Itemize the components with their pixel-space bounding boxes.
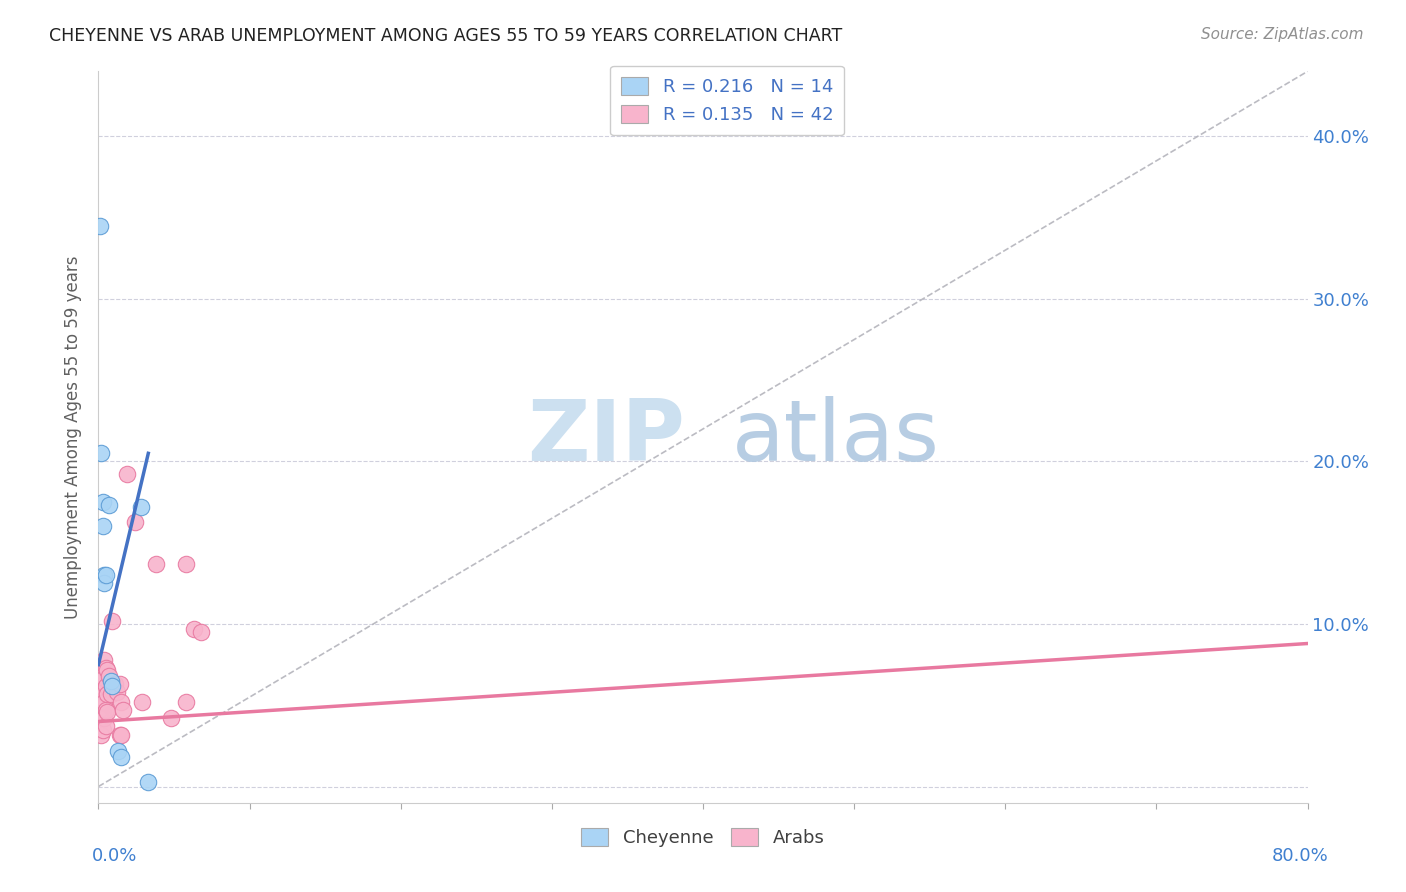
Point <box>96 705 118 719</box>
Legend: Cheyenne, Arabs: Cheyenne, Arabs <box>572 819 834 856</box>
Point <box>96 663 118 677</box>
Point <box>89 679 111 693</box>
Point <box>90 446 112 460</box>
Point <box>94 719 117 733</box>
Point <box>94 661 117 675</box>
Point <box>94 568 117 582</box>
Text: atlas: atlas <box>733 395 941 479</box>
Point <box>115 467 138 482</box>
Point <box>101 679 124 693</box>
Point <box>104 677 127 691</box>
Point <box>105 685 128 699</box>
Point <box>174 695 197 709</box>
Point <box>91 723 114 737</box>
Point <box>89 690 111 705</box>
Point <box>93 671 115 685</box>
Point <box>100 687 122 701</box>
Text: ZIP: ZIP <box>527 395 685 479</box>
Text: CHEYENNE VS ARAB UNEMPLOYMENT AMONG AGES 55 TO 59 YEARS CORRELATION CHART: CHEYENNE VS ARAB UNEMPLOYMENT AMONG AGES… <box>49 27 842 45</box>
Point <box>91 685 114 699</box>
Point <box>94 679 117 693</box>
Point <box>100 673 122 688</box>
Point <box>93 576 115 591</box>
Point <box>107 744 129 758</box>
Point <box>94 703 117 717</box>
Point <box>108 677 131 691</box>
Point <box>174 557 197 571</box>
Point <box>136 774 159 789</box>
Point <box>129 500 152 514</box>
Point <box>93 695 115 709</box>
Point <box>90 679 112 693</box>
Point <box>160 711 183 725</box>
Point <box>93 568 115 582</box>
Point <box>90 727 112 741</box>
Point <box>124 515 146 529</box>
Point <box>110 727 132 741</box>
Point <box>98 669 121 683</box>
Text: 80.0%: 80.0% <box>1272 847 1329 865</box>
Text: 0.0%: 0.0% <box>91 847 136 865</box>
Point <box>108 727 131 741</box>
Point <box>91 705 114 719</box>
Point <box>89 219 111 233</box>
Point <box>98 499 121 513</box>
Point <box>101 614 124 628</box>
Point <box>89 701 111 715</box>
Point <box>91 519 114 533</box>
Y-axis label: Unemployment Among Ages 55 to 59 years: Unemployment Among Ages 55 to 59 years <box>65 255 83 619</box>
Point <box>91 495 114 509</box>
Point <box>111 703 134 717</box>
Text: Source: ZipAtlas.com: Source: ZipAtlas.com <box>1201 27 1364 42</box>
Point <box>90 695 112 709</box>
Point <box>190 625 212 640</box>
Point <box>93 711 115 725</box>
Point <box>96 687 118 701</box>
Point <box>183 622 205 636</box>
Point <box>90 711 112 725</box>
Point <box>91 669 114 683</box>
Point <box>89 711 111 725</box>
Point <box>93 653 115 667</box>
Point <box>110 695 132 709</box>
Point <box>145 557 167 571</box>
Point <box>110 750 132 764</box>
Point <box>131 695 153 709</box>
